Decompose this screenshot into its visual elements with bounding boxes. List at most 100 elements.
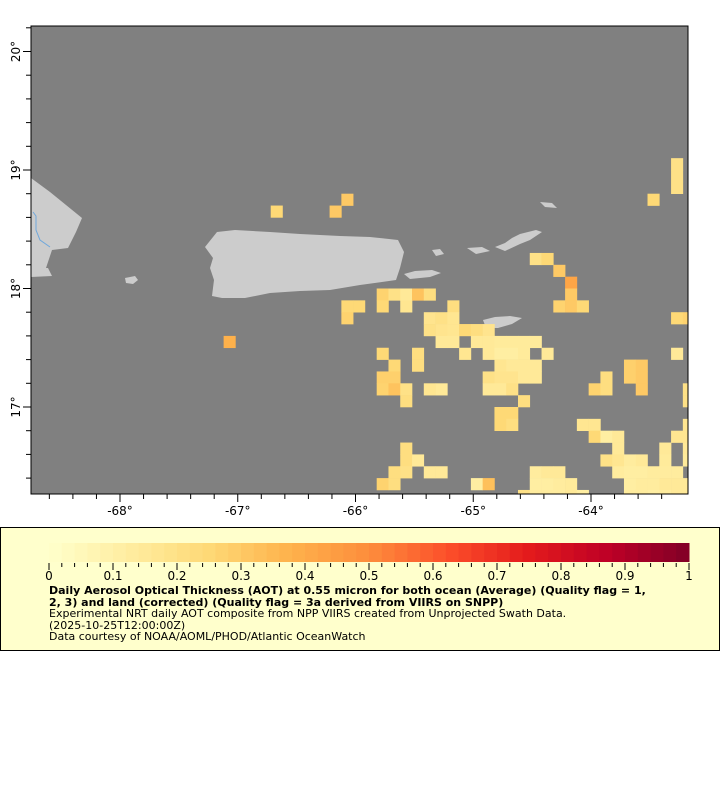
aot-cell [600,371,613,384]
aot-cell [671,466,684,479]
aot-cell [423,466,436,479]
colorbar-step [637,543,652,562]
aot-cell [553,478,566,491]
aot-cell [659,442,672,455]
aot-cell [553,300,566,313]
land-layer [31,178,557,328]
colorbar-step [663,543,677,562]
colorbar-step [509,543,524,562]
aot-cell [565,276,578,289]
aot-cell [682,395,688,408]
aot-cell [482,347,495,360]
colorbar-step [177,543,191,562]
colorbar-tick-label: 0.1 [103,569,122,583]
legend-panel: 0 0.1 0.2 0.3 0.4 0.5 0.6 0.7 0.8 0.9 1 Daily Aero… [0,527,720,651]
aot-cells [223,158,688,494]
colorbar-step [522,543,536,562]
aot-cell [506,418,519,431]
mona-island [125,276,138,284]
aot-cell [494,371,507,384]
aot-cell [588,383,601,396]
aot-cell [659,489,672,494]
legend-credit: Data courtesy of NOAA/AOML/PHOD/Atlantic… [49,630,366,643]
colorbar-step [330,543,344,562]
colorbar-step [138,543,152,562]
aot-cell [588,430,601,443]
aot-cell [576,418,589,431]
aot-cell [447,300,460,313]
aot-cell [635,489,648,494]
aot-cell [682,478,688,491]
aot-cell [506,371,519,384]
st-thomas-island [467,247,490,254]
colorbar-step [586,543,600,562]
colorbar-tick-label: 0.8 [551,569,570,583]
aot-cell [576,300,589,313]
aot-cell [576,489,589,494]
colorbar-step [113,543,127,562]
colorbar-tick-label: 0.7 [487,569,506,583]
colorbar-step [61,543,76,562]
colorbar-step [279,543,293,562]
colorbar-tick-label: 0.2 [167,569,186,583]
aot-cell [565,288,578,301]
culebra-island [432,249,444,256]
colorbar-step [420,543,434,562]
aot-cell [376,300,389,313]
x-tick-label: -66° [343,504,369,518]
aot-cell [635,371,648,384]
colorbar-step [561,543,575,562]
aot-cell [494,383,507,396]
aot-cell [623,489,637,494]
aot-cell [412,454,425,467]
aot-cell [506,359,519,372]
aot-cell [517,489,531,494]
colorbar-step [49,543,63,562]
colorbar-step [253,543,268,562]
aot-cell [423,288,436,301]
aot-cell [376,288,389,301]
aot-cell [647,466,660,479]
aot-cell [470,335,483,349]
colorbar-step [650,543,664,562]
aot-cell [353,300,366,313]
aot-cell [435,324,448,337]
aot-cell [541,489,554,494]
aot-cell [376,371,389,384]
aot-cell [612,466,625,479]
aot-cell [565,478,578,491]
hispaniola-land-south [31,268,52,277]
colorbar: 0 0.1 0.2 0.3 0.4 0.5 0.6 0.7 0.8 0.9 1 [45,543,693,583]
aot-cell [623,359,637,372]
aot-cell [388,371,401,384]
colorbar-tick-label: 0.5 [359,569,378,583]
aot-cell [400,395,413,408]
aot-cell [376,478,389,491]
aot-cell [541,466,554,479]
aot-cell [423,312,436,325]
aot-cell [682,430,688,443]
aot-cell [459,324,472,337]
colorbar-tick-label: 0.4 [295,569,314,583]
aot-cell [682,312,688,325]
colorbar-tick-label: 0.6 [423,569,442,583]
aot-cell [494,359,507,372]
aot-cell [588,418,601,431]
aot-cell [482,478,495,491]
aot-cell [671,170,684,183]
aot-cell [329,205,342,218]
colorbar-step [471,543,485,562]
aot-cell [682,442,688,455]
aot-cell [529,252,542,266]
aot-cell [470,324,483,337]
colorbar-step [164,543,178,562]
aot-cell [529,478,542,491]
colorbar-step [573,543,588,562]
aot-cell [623,454,637,467]
aot-cell [412,288,425,301]
aot-cell [623,371,637,384]
aot-cell [447,312,460,325]
aot-cell [400,454,413,467]
aot-cell [341,193,354,206]
aot-cell [529,371,542,384]
